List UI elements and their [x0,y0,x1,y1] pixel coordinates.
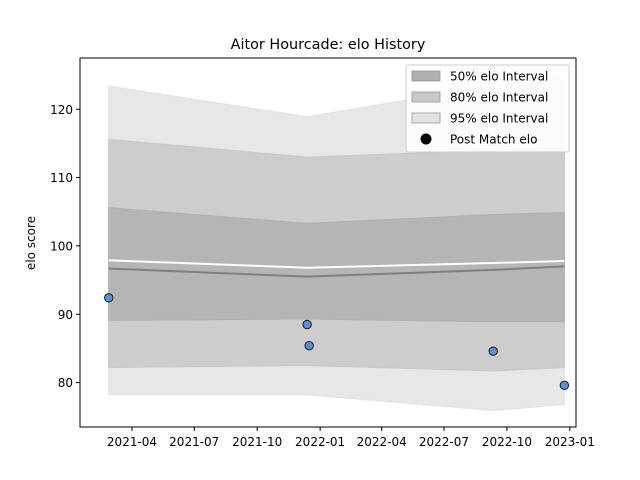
axes-frame [79,57,577,428]
x-tick-label: 2021-07 [169,435,219,449]
y-axis-label: elo score [24,216,38,270]
legend: 50% elo Interval 80% elo Interval 95% elo … [405,64,570,153]
legend-label: 80% elo Interval [450,91,548,105]
x-tick-label: 2022-10 [482,435,532,449]
plot-area [104,74,570,412]
x-tick-label: 2022-04 [357,435,407,449]
mean-line [108,259,565,269]
x-tick-label: 2023-01 [545,435,595,449]
legend-marker [420,133,432,145]
post-match-point [488,346,498,356]
post-match-point [559,380,570,391]
y-tick-label: 80 [58,376,73,390]
legend-swatch [411,112,441,124]
legend-swatch [411,70,441,82]
y-tick-label: 100 [50,239,73,253]
legend-label: 50% elo Interval [450,70,548,84]
y-tick-label: 120 [50,103,73,117]
legend-swatch [411,91,441,103]
legend-label: 95% elo Interval [450,112,548,126]
legend-label: Post Match elo [450,133,537,147]
x-tick-label: 2021-10 [232,435,282,449]
y-tick-label: 110 [50,171,73,185]
x-tick-label: 2022-01 [295,435,345,449]
axes: 80 90 100 110 120 2021-04 2021-07 2021-10 2022-0… [50,57,595,449]
band-50 [108,207,565,323]
x-tick-label: 2021-04 [107,435,157,449]
median-line [108,265,565,278]
y-tick-label: 90 [58,308,73,322]
x-tick-label: 2022-07 [419,435,469,449]
legend-box [405,64,570,153]
post-match-point [302,319,312,330]
chart-title: Aitor Hourcade: elo History [231,37,426,53]
post-match-point [104,293,114,303]
post-match-point [304,340,314,351]
